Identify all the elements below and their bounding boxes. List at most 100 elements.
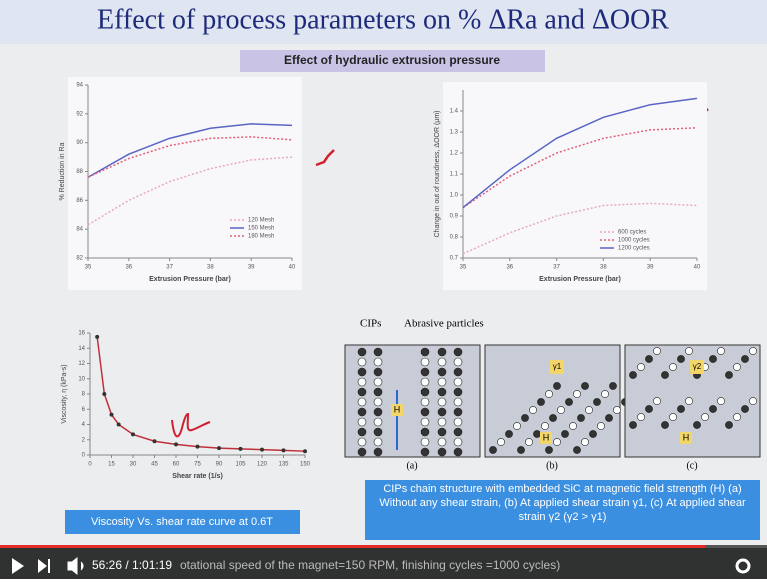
slide-subtitle: Effect of hydraulic extrusion pressure <box>284 53 500 67</box>
data-point <box>239 447 243 451</box>
y-tick-label: 90 <box>76 140 83 146</box>
data-point <box>117 423 121 427</box>
data-point <box>131 432 135 436</box>
diagram-label: CIPs <box>360 318 381 330</box>
particle <box>593 398 600 405</box>
particle <box>537 398 544 405</box>
field-label: H <box>394 404 401 414</box>
particle <box>613 406 620 413</box>
particle <box>701 413 708 420</box>
particle <box>374 408 382 416</box>
y-tick-label: 10 <box>78 376 85 382</box>
x-tick-label: 120 <box>257 462 268 468</box>
particle <box>421 358 429 366</box>
diagram-label: Abrasive particles <box>404 318 484 330</box>
particle <box>421 368 429 376</box>
particle <box>374 398 382 406</box>
particle <box>438 428 446 436</box>
particle <box>669 363 676 370</box>
particle <box>545 446 552 453</box>
particle <box>497 438 504 445</box>
particle <box>709 355 716 362</box>
data-point <box>110 413 114 417</box>
y-tick-label: 1.0 <box>450 193 459 199</box>
plot-background <box>443 82 707 290</box>
field-label: H <box>683 432 690 442</box>
particle <box>358 388 366 396</box>
particle <box>358 408 366 416</box>
x-tick-label: 15 <box>108 462 115 468</box>
particle <box>717 347 724 354</box>
particle <box>553 382 560 389</box>
particle <box>358 368 366 376</box>
particle <box>421 418 429 426</box>
particle <box>581 382 588 389</box>
particle <box>569 422 576 429</box>
particle <box>454 398 462 406</box>
particle <box>669 413 676 420</box>
particle <box>374 448 382 456</box>
particle <box>749 347 756 354</box>
particle <box>454 438 462 446</box>
particle <box>454 428 462 436</box>
particle <box>374 388 382 396</box>
legend-label: 120 Mesh <box>248 218 274 224</box>
y-tick-label: 84 <box>76 227 83 233</box>
time-display: 56:26 / 1:01:19 <box>92 558 172 572</box>
particle <box>733 363 740 370</box>
particle <box>517 446 524 453</box>
particle <box>653 347 660 354</box>
particle <box>438 388 446 396</box>
particle <box>553 438 560 445</box>
particle <box>541 422 548 429</box>
x-tick-label: 36 <box>506 265 513 271</box>
legend-label: 1200 cycles <box>618 246 650 252</box>
particle <box>581 438 588 445</box>
particle <box>549 414 556 421</box>
particle <box>358 398 366 406</box>
legend-label: 180 Mesh <box>248 234 274 240</box>
particle <box>454 348 462 356</box>
particle <box>605 414 612 421</box>
y-tick-label: 94 <box>76 83 83 89</box>
diagram-caption: CIPs chain structure with embedded SiC a… <box>370 482 755 524</box>
y-tick-label: 1.3 <box>450 130 459 136</box>
particle <box>421 448 429 456</box>
particle <box>521 414 528 421</box>
y-tick-label: 0.7 <box>450 256 459 262</box>
particle <box>609 382 616 389</box>
particle <box>637 363 644 370</box>
x-tick-label: 30 <box>130 462 137 468</box>
particle <box>421 408 429 416</box>
y-axis-label: % Reduction in Ra <box>59 142 66 200</box>
particle <box>421 428 429 436</box>
particle <box>661 371 668 378</box>
y-tick-label: 92 <box>76 111 83 117</box>
particle <box>454 358 462 366</box>
particle <box>529 406 536 413</box>
particle <box>513 422 520 429</box>
particle <box>438 368 446 376</box>
x-tick-label: 39 <box>647 265 654 271</box>
x-tick-label: 36 <box>125 265 132 271</box>
y-axis-label: Viscosity, η (kPa-s) <box>61 364 68 423</box>
particle <box>545 390 552 397</box>
x-tick-label: 38 <box>600 265 607 271</box>
progress-played <box>0 545 705 548</box>
particle <box>601 390 608 397</box>
footer-text: otational speed of the magnet=150 RPM, f… <box>180 558 560 572</box>
particle <box>733 413 740 420</box>
x-axis-label: Extrusion Pressure (bar) <box>149 276 231 283</box>
particle <box>597 422 604 429</box>
x-tick-label: 75 <box>194 462 201 468</box>
x-tick-label: 135 <box>278 462 289 468</box>
particle <box>358 448 366 456</box>
diagram-panels: (a)H(b)γ1H(c)γ2H <box>345 345 760 471</box>
particle <box>374 378 382 386</box>
particle <box>653 397 660 404</box>
particle <box>505 430 512 437</box>
y-tick-label: 1.1 <box>450 172 459 178</box>
legend-label: 600 cycles <box>618 230 646 236</box>
particle <box>438 408 446 416</box>
particle <box>709 405 716 412</box>
